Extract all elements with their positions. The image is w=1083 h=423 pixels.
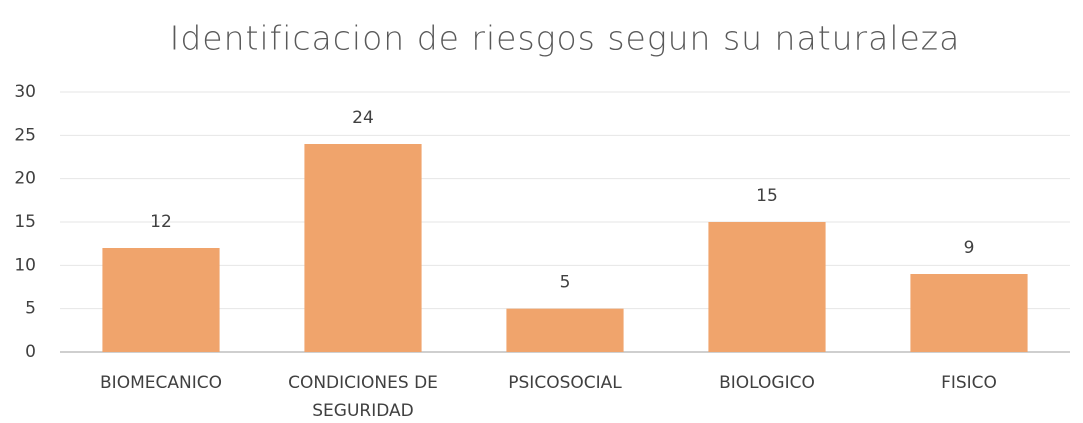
y-tick-label: 30: [14, 82, 36, 102]
data-label: 15: [756, 186, 778, 206]
bar: [506, 308, 624, 352]
x-tick-label: CONDICIONES DE SEGURIDAD: [288, 373, 438, 421]
data-label: 24: [352, 108, 374, 128]
bar: [910, 274, 1028, 352]
data-label: 12: [150, 212, 172, 232]
bar: [102, 248, 220, 352]
bar: [708, 222, 826, 352]
y-tick-label: 15: [14, 212, 36, 232]
y-tick-label: 25: [14, 125, 36, 145]
y-tick-label: 20: [14, 169, 36, 189]
y-tick-label: 10: [14, 255, 36, 275]
chart-title: Identificacion de riesgos segun su natur…: [170, 19, 961, 58]
x-tick-label: BIOLOGICO: [719, 373, 815, 393]
bar: [304, 144, 422, 352]
x-tick-label: BIOMECANICO: [100, 373, 222, 393]
data-label: 9: [964, 238, 975, 258]
x-tick-label: FISICO: [941, 373, 997, 393]
data-label: 5: [560, 273, 571, 293]
y-tick-label: 5: [25, 299, 36, 319]
y-tick-label: 0: [25, 342, 36, 362]
x-tick-label: PSICOSOCIAL: [508, 373, 622, 393]
